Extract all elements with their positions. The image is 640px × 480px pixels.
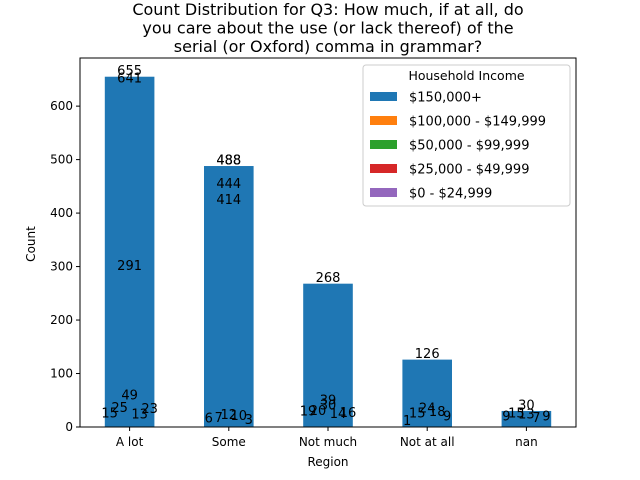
y-tick-label: 0 [65, 420, 73, 434]
legend-swatch [370, 164, 397, 173]
data-label: 13 [131, 408, 148, 423]
data-label: 20 [310, 404, 327, 419]
data-label: 641 [117, 72, 142, 87]
data-label: 9 [443, 410, 451, 425]
data-label: 23 [141, 402, 158, 417]
y-tick-label: 500 [50, 153, 73, 167]
legend-entry-label: $50,000 - $99,999 [409, 139, 529, 154]
data-label: 291 [117, 259, 142, 274]
data-label: 444 [216, 177, 241, 192]
legend-swatch [370, 116, 397, 125]
data-label: 1 [403, 414, 411, 429]
legend-box [362, 64, 571, 207]
y-tick-label: 600 [50, 99, 73, 113]
data-label: 3 [245, 413, 253, 428]
bar [104, 76, 155, 427]
data-label: 30 [518, 398, 535, 413]
data-label: 6 [205, 411, 213, 426]
data-label: 30 [320, 398, 337, 413]
data-label: 18 [429, 405, 446, 420]
legend-swatch [370, 92, 397, 101]
bar [303, 283, 353, 427]
bars [104, 76, 552, 427]
chart-title-line: Count Distribution for Q3: How much, if … [132, 0, 523, 19]
legend-title: Household Income [408, 68, 524, 83]
y-tick-label: 100 [50, 367, 73, 381]
data-label: 488 [216, 154, 241, 169]
x-tick-label: Some [212, 435, 246, 449]
data-label: 14 [330, 407, 347, 422]
data-label: 39 [320, 394, 337, 409]
data-label: 9 [542, 410, 550, 425]
data-label: 13 [518, 408, 535, 423]
data-label: 655 [117, 64, 142, 79]
bar [402, 359, 452, 427]
y-tick-label: 300 [50, 260, 73, 274]
x-tick-label: Not much [299, 435, 357, 449]
y-tick-label: 400 [50, 206, 73, 220]
data-label: 15 [508, 406, 525, 421]
data-label: 414 [216, 193, 241, 208]
chart-title: Count Distribution for Q3: How much, if … [132, 0, 523, 56]
bar [204, 166, 254, 427]
data-label: 7 [215, 411, 223, 426]
data-label: 126 [415, 347, 440, 362]
legend-entry-label: $150,000+ [409, 91, 482, 106]
chart-title-line: serial (or Oxford) comma in grammar? [174, 37, 482, 56]
data-label: 16 [340, 406, 357, 421]
data-label: 9 [502, 410, 510, 425]
data-label: 12 [221, 408, 238, 423]
data-label: 24 [419, 402, 436, 417]
y-axis-label: Count [24, 226, 38, 262]
data-label: 488 [216, 154, 241, 169]
legend-swatch [370, 188, 397, 197]
legend-entry-label: $100,000 - $149,999 [409, 115, 546, 130]
data-label: 15 [409, 406, 426, 421]
data-label: 10 [231, 409, 248, 424]
legend-entry-label: $0 - $24,999 [409, 187, 492, 202]
legend-entry-label: $25,000 - $49,999 [409, 163, 529, 178]
legend-swatch [370, 140, 397, 149]
x-tick-label: A lot [116, 435, 144, 449]
bar [501, 410, 552, 427]
data-label: 7 [532, 411, 540, 426]
x-tick-label: nan [515, 435, 538, 449]
data-label: 49 [121, 388, 138, 403]
legend: Household Income $150,000+ $100,000 - $149… [362, 64, 571, 207]
x-axis-label: Region [307, 455, 348, 469]
data-label: 15 [101, 406, 118, 421]
axes: 0 100 200 300 400 500 600 A lot Some Not much Not … [50, 57, 577, 449]
data-label: 268 [316, 271, 341, 286]
data-label: 25 [111, 401, 128, 416]
chart-title-line: you care about the use (or lack thereof)… [142, 19, 513, 38]
data-label: 19 [300, 404, 317, 419]
x-tick-label: Not at all [400, 435, 455, 449]
y-tick-label: 200 [50, 313, 73, 327]
